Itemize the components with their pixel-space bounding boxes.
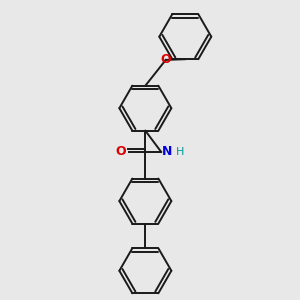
Text: O: O (115, 146, 126, 158)
Text: O: O (160, 53, 171, 66)
Text: H: H (176, 147, 184, 157)
Text: N: N (161, 146, 172, 158)
